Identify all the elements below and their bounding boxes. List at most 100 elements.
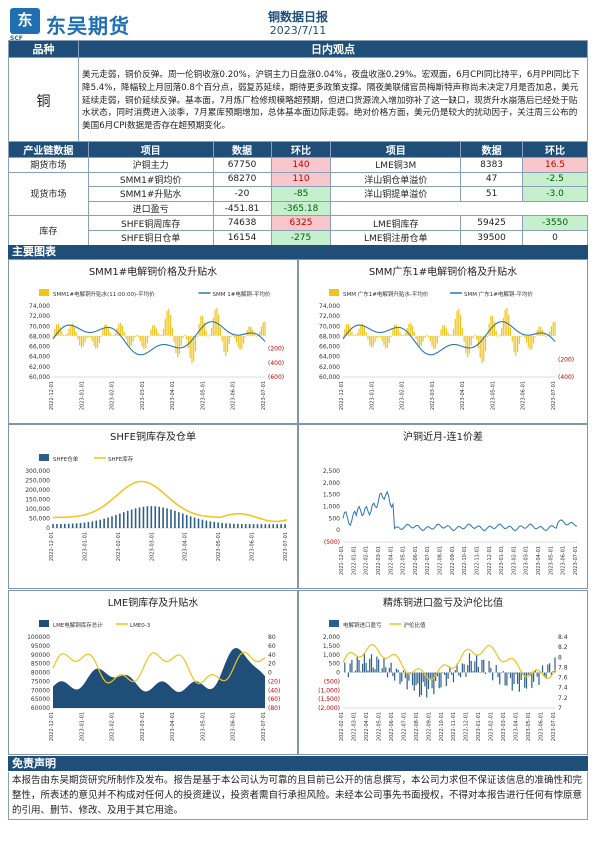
bar-mark <box>230 335 232 337</box>
bar-mark <box>114 332 116 336</box>
bar-mark <box>111 516 113 528</box>
bar-mark <box>452 328 455 336</box>
bar-mark <box>454 318 456 336</box>
bar-mark <box>252 524 255 528</box>
x-tick-label: 2023-01-01 <box>369 381 375 410</box>
bar-mark <box>508 314 510 336</box>
x-tick-label: 2023-01-01 <box>79 712 85 741</box>
bar-mark <box>524 672 526 688</box>
x-tick-label: 2023-01-01 <box>79 381 85 410</box>
legend-label: SMM 广东1#电解铜升贴水-平均价 <box>343 290 429 298</box>
bar-mark <box>550 326 553 336</box>
bar-mark <box>244 335 247 337</box>
y-tick-label: 40 <box>268 652 276 659</box>
chart-svg: 2,500 2,000 1,500 1,000 500 0 (500)2021-12-01 2… <box>323 468 579 575</box>
x-tick-label: 2023-05-01 <box>200 381 206 410</box>
change-cell: -365.18 <box>270 200 332 217</box>
bar-mark <box>243 335 245 344</box>
bar-mark <box>71 523 74 528</box>
bar-mark <box>483 659 485 673</box>
chart-svg: LME电解铜库存总计 LME0-3100000950009000085000800… <box>27 620 280 741</box>
bar-mark <box>449 666 451 673</box>
y-tick-label: 62,000 <box>29 364 50 371</box>
bar-mark <box>205 330 207 336</box>
x-tick-label: 2023-06-01 <box>561 546 567 575</box>
bar-mark <box>527 672 529 675</box>
bar-mark <box>255 335 257 337</box>
bar-mark <box>52 335 54 337</box>
bar-mark <box>451 334 453 336</box>
bar-mark <box>554 657 556 673</box>
bar-mark <box>411 672 414 686</box>
bar-mark <box>121 325 124 336</box>
y-tick-label: 62,000 <box>319 364 340 371</box>
bar-mark <box>354 670 357 673</box>
y-tick-label: (60) <box>268 696 280 703</box>
bar-mark <box>508 672 510 674</box>
bar-mark <box>99 519 101 528</box>
bar-mark <box>470 660 472 673</box>
legend-label: SMM 广东1#电解铜-平均价 <box>464 290 533 298</box>
company-logo: 东 <box>10 8 40 34</box>
report-header: 东 SCF 东吴期货 铜数据日报 2023/7/11 <box>8 6 588 44</box>
bar-mark <box>549 331 551 336</box>
x-tick-label: 2022-10-01 <box>462 546 468 575</box>
bar-mark <box>463 335 465 343</box>
bar-mark <box>360 324 362 336</box>
bar-mark <box>229 523 231 528</box>
bar-mark <box>438 335 440 337</box>
change-cell: -275 <box>270 229 332 246</box>
x-tick-label: 2022-04-01 <box>364 712 370 741</box>
bar-mark <box>534 669 537 673</box>
bar-mark <box>370 335 373 348</box>
bar-mark <box>367 335 369 340</box>
x-tick-label: 2023-02-01 <box>489 712 495 741</box>
bar-mark <box>89 335 92 337</box>
bar-mark <box>420 672 422 696</box>
x-tick-label: 2023-06-01 <box>539 712 545 741</box>
x-tick-label: 2023-05-01 <box>526 712 532 741</box>
legend-label: SMM 1#电解铜-平均价 <box>213 290 271 298</box>
bar-mark <box>388 667 390 673</box>
bar-mark <box>344 328 346 336</box>
bar-mark <box>443 672 446 675</box>
bar-mark <box>363 653 365 673</box>
col-view-header: 日内观点 <box>78 40 588 58</box>
x-tick-label: 2023-07-01 <box>551 712 557 741</box>
bar-mark <box>228 335 230 345</box>
bar-mark <box>500 327 503 336</box>
bar-mark <box>545 335 547 337</box>
y-tick-label: (2,000) <box>318 705 340 712</box>
bar-mark <box>369 335 371 346</box>
bar-mark <box>445 672 447 687</box>
item-label: 沪铜主力 <box>87 157 214 173</box>
x-tick-label: 2023-05-01 <box>490 381 496 410</box>
bar-mark <box>463 664 465 673</box>
table-row: 库存 SHFE铜周库存 74638 6325 LME铜库存 59425 -355… <box>8 215 588 246</box>
bar-mark <box>52 524 54 528</box>
table-row: 进口盈亏 -451.81 -365.18 <box>9 200 588 217</box>
bar-mark <box>390 662 392 673</box>
bar-mark <box>126 510 129 528</box>
bar-mark <box>470 335 472 346</box>
x-tick-label: 2022-12-01 <box>339 381 345 410</box>
x-tick-label: 2023-04-01 <box>170 381 176 410</box>
bar-mark <box>139 335 141 342</box>
x-tick-label: 2023-01-01 <box>476 712 482 741</box>
empty-cell <box>330 200 588 216</box>
bar-mark <box>107 517 109 528</box>
bar-mark <box>550 672 553 676</box>
bar-mark <box>125 335 127 340</box>
value-cell: 68270 <box>212 171 272 188</box>
y-tick-label: 74,000 <box>319 303 340 310</box>
bar-mark <box>456 663 458 673</box>
bar-mark <box>381 668 383 673</box>
bar-mark <box>436 672 439 677</box>
x-tick-label: 2023-02-01 <box>400 381 406 410</box>
bar-mark <box>520 335 522 337</box>
bar-mark <box>115 514 117 528</box>
bar-mark <box>256 524 259 528</box>
table-row: SHFE铜日仓单 16154 -275 LME铜注册仓单 39500 0 <box>9 229 588 246</box>
bar-mark <box>493 322 496 336</box>
x-tick-label: 2022-12-01 <box>487 546 493 575</box>
